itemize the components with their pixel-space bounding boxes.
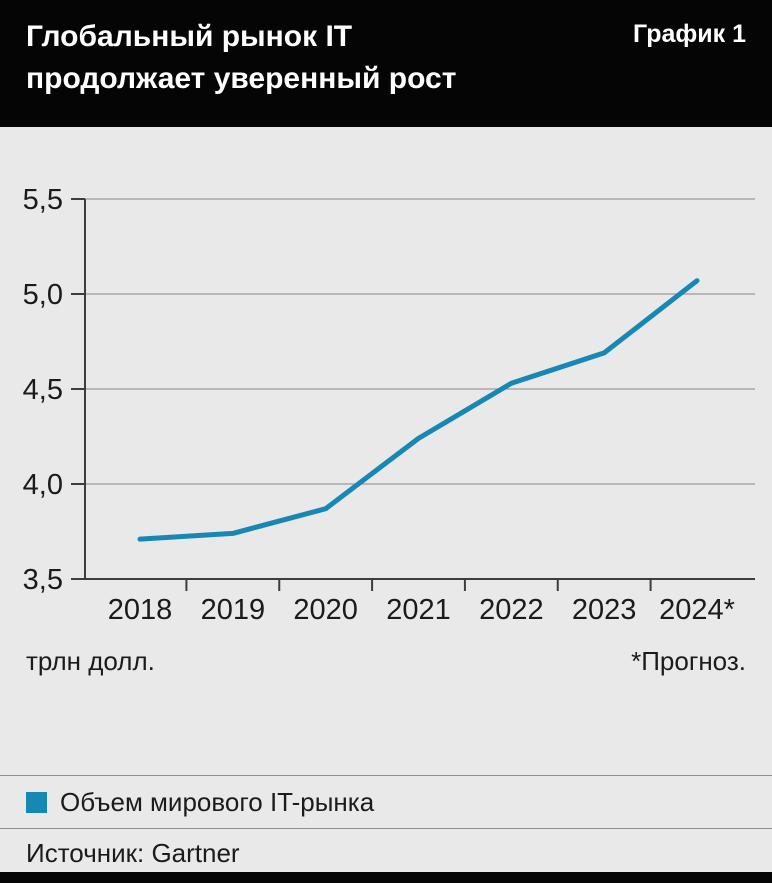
chart-number-label: График 1	[632, 20, 746, 48]
series-line	[137, 278, 700, 542]
header: Глобальный рынок IT продолжает уверенный…	[0, 0, 772, 127]
line-chart-svg: 3,5 4,0 4,5 5,0 5,5 2018 2019 2020 2021 2022 2023 2…	[23, 184, 755, 626]
x-tick-label: 2021	[386, 594, 451, 626]
y-unit-label: трлн долл.	[26, 646, 155, 676]
y-tick-label: 5,5	[23, 184, 63, 216]
bottom-bar	[0, 872, 772, 883]
x-tick-label: 2024*	[659, 594, 735, 626]
y-tick-label: 5,0	[23, 279, 63, 311]
x-tick-label: 2023	[572, 594, 637, 626]
chart-title-line1: Глобальный рынок IT	[26, 20, 353, 53]
chart-title: Глобальный рынок IT продолжает уверенный…	[26, 16, 456, 100]
chart-title-line2: продолжает уверенный рост	[26, 62, 457, 95]
legend: Объем мирового IT-рынка	[0, 776, 772, 828]
y-tick-label: 4,0	[23, 469, 63, 501]
legend-label: Объем мирового IT-рынка	[60, 787, 375, 817]
y-tick-label: 4,5	[23, 374, 63, 406]
x-tick-label: 2020	[293, 594, 358, 626]
separator-top	[0, 775, 772, 776]
x-tick-label: 2018	[108, 594, 173, 626]
line-chart: 3,5 4,0 4,5 5,0 5,5 2018 2019 2020 2021 2022 2023 2…	[0, 159, 772, 629]
source-label: Источник: Gartner	[26, 838, 240, 868]
x-tick-label: 2019	[201, 594, 266, 626]
y-tick-label: 3,5	[23, 564, 63, 596]
x-tick-label: 2022	[479, 594, 544, 626]
separator-bottom	[0, 828, 772, 829]
legend-swatch	[26, 791, 47, 813]
forecast-footnote: *Прогноз.	[631, 646, 746, 676]
unit-row: трлн долл. *Прогноз.	[0, 645, 772, 677]
